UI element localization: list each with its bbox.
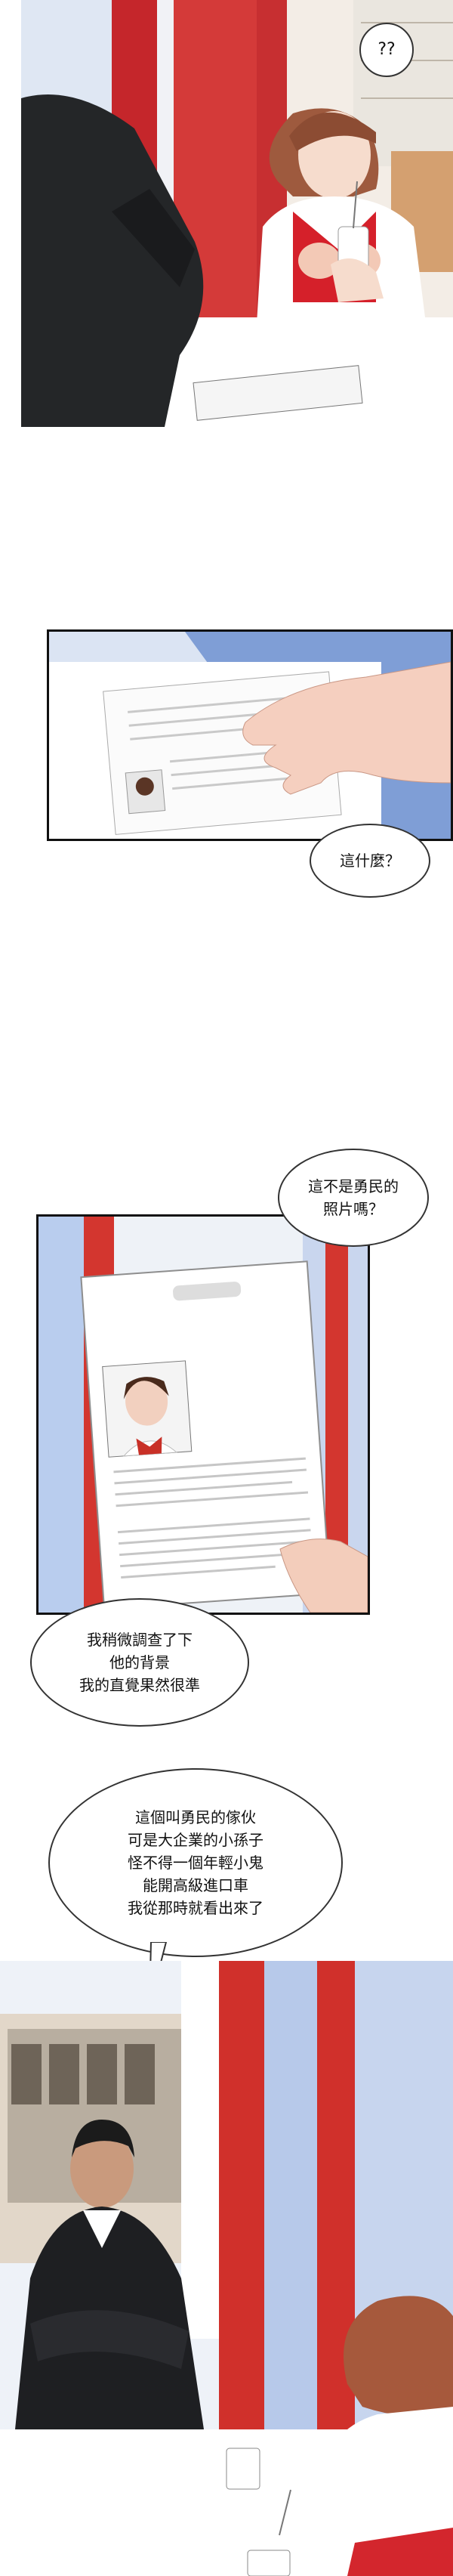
speech-bubble-investigated: 我稍微調查了下 他的背景 我的直覺果然很準 — [30, 1598, 249, 1727]
panel-3-art — [39, 1217, 368, 1613]
panel-4 — [0, 1961, 453, 2576]
speech-bubble-explanation: 這個叫勇民的傢伙 可是大企業的小孫子 怪不得一個年輕小鬼 能開高級進口車 我從那… — [48, 1768, 343, 1957]
bubble-text: ?? — [378, 40, 396, 59]
speech-bubble-isnt-this-photo: 這不是勇民的 照片嗎？ — [278, 1149, 429, 1247]
panel-2 — [47, 629, 453, 841]
bubble-text: 這個叫勇民的傢伙 可是大企業的小孫子 怪不得一個年輕小鬼 能開高級進口車 我從那… — [128, 1808, 263, 1917]
speech-bubble-confused: ?? — [359, 23, 414, 77]
panel-4-art — [0, 1961, 453, 2576]
panel-3 — [36, 1214, 370, 1615]
bubble-text: 我稍微調查了下 他的背景 我的直覺果然很準 — [79, 1631, 200, 1694]
panel-2-art — [49, 632, 451, 839]
speech-bubble-what-is-this: 這什麼？ — [310, 824, 430, 898]
bubble-text: 這什麼？ — [340, 852, 400, 870]
bubble-text: 這不是勇民的 照片嗎？ — [308, 1177, 399, 1218]
